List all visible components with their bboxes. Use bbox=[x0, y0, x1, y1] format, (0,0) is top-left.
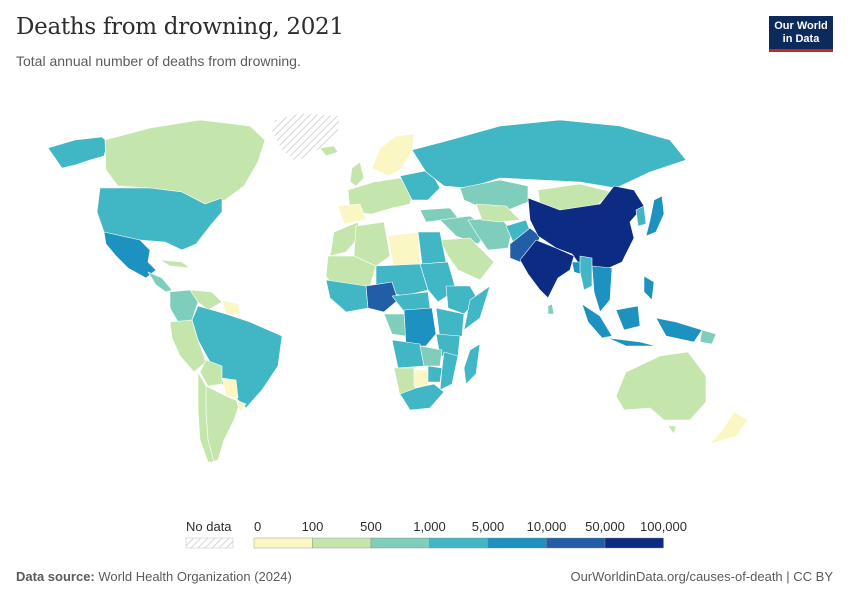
country-greenland[interactable] bbox=[271, 112, 341, 163]
legend-tick-label-1: 100 bbox=[302, 519, 324, 534]
country-guianas[interactable] bbox=[221, 299, 241, 315]
country-iberia[interactable] bbox=[337, 203, 367, 225]
legend-bins bbox=[253, 537, 664, 549]
country-indonesia-east[interactable] bbox=[655, 317, 703, 343]
logo-line-1: Our World bbox=[774, 20, 828, 32]
country-japan[interactable] bbox=[645, 195, 665, 237]
chart-title: Deaths from drowning, 2021 bbox=[16, 14, 344, 40]
data-source-label: Data source: bbox=[16, 569, 95, 584]
legend-tick-label-0: 0 bbox=[254, 519, 261, 534]
country-indonesia-borneo[interactable] bbox=[615, 305, 641, 331]
country-peru[interactable] bbox=[169, 319, 207, 373]
country-west-africa[interactable] bbox=[325, 279, 369, 313]
legend-no-data-swatch bbox=[185, 537, 234, 549]
legend-tick-label-5: 10,000 bbox=[527, 519, 567, 534]
logo-line-2: in Data bbox=[782, 33, 820, 45]
country-philippines[interactable] bbox=[643, 275, 655, 301]
country-java[interactable] bbox=[607, 337, 657, 347]
country-gabon-congo[interactable] bbox=[383, 313, 407, 337]
legend-bin-4[interactable] bbox=[487, 537, 547, 549]
country-canada[interactable] bbox=[104, 119, 266, 205]
legend-bin-6[interactable] bbox=[604, 537, 664, 549]
legend-tick-label-3: 1,000 bbox=[413, 519, 446, 534]
country-australia[interactable] bbox=[615, 351, 707, 421]
country-bangladesh[interactable] bbox=[571, 261, 583, 275]
data-source-text[interactable]: World Health Organization (2024) bbox=[98, 569, 292, 584]
legend-bin-5[interactable] bbox=[546, 537, 606, 549]
color-legend: No data 0 100 500 1,000 5,000 10,000 50,000 100… bbox=[185, 519, 687, 549]
country-bolivia[interactable] bbox=[199, 359, 223, 387]
country-chile[interactable] bbox=[197, 371, 215, 463]
country-papua-new-guinea[interactable] bbox=[699, 329, 717, 345]
country-indonesia-west[interactable] bbox=[581, 303, 613, 339]
country-china[interactable] bbox=[527, 185, 645, 273]
country-kazakhstan[interactable] bbox=[459, 179, 529, 211]
country-sri-lanka[interactable] bbox=[547, 303, 555, 315]
legend-bin-0[interactable] bbox=[253, 537, 313, 549]
country-central-america[interactable] bbox=[147, 271, 173, 293]
country-saudi-arabia[interactable] bbox=[439, 237, 495, 281]
world-map[interactable] bbox=[0, 100, 850, 500]
country-tasmania[interactable] bbox=[667, 425, 677, 435]
country-zambia[interactable] bbox=[419, 345, 443, 367]
country-madagascar[interactable] bbox=[463, 343, 481, 385]
country-uruguay[interactable] bbox=[235, 399, 247, 413]
country-zimbabwe[interactable] bbox=[427, 365, 443, 383]
country-venezuela[interactable] bbox=[189, 289, 223, 311]
country-korea[interactable] bbox=[635, 205, 647, 227]
country-uk[interactable] bbox=[349, 161, 365, 187]
country-east-africa[interactable] bbox=[435, 307, 465, 341]
country-india[interactable] bbox=[519, 239, 575, 299]
country-central-asia[interactable] bbox=[475, 203, 521, 223]
country-somalia[interactable] bbox=[463, 285, 491, 331]
country-nigeria[interactable] bbox=[365, 281, 399, 313]
chart-subtitle: Total annual number of deaths from drown… bbox=[16, 53, 301, 69]
country-new-zealand[interactable] bbox=[709, 411, 749, 445]
country-mozambique[interactable] bbox=[439, 351, 459, 391]
country-drc[interactable] bbox=[403, 307, 437, 347]
country-iceland[interactable] bbox=[319, 145, 339, 157]
country-paraguay[interactable] bbox=[221, 377, 239, 399]
legend-bin-1[interactable] bbox=[312, 537, 372, 549]
legend-bin-3[interactable] bbox=[429, 537, 489, 549]
legend-tick-label-4: 5,000 bbox=[472, 519, 505, 534]
country-russia[interactable] bbox=[411, 119, 687, 189]
data-source: Data source: World Health Organization (… bbox=[16, 569, 292, 584]
country-angola[interactable] bbox=[391, 339, 425, 369]
owid-logo[interactable]: Our World in Data bbox=[769, 16, 833, 52]
footer-credit[interactable]: OurWorldinData.org/causes-of-death | CC … bbox=[570, 569, 833, 584]
legend-no-data-label: No data bbox=[186, 519, 232, 534]
legend-bin-2[interactable] bbox=[370, 537, 430, 549]
country-morocco[interactable] bbox=[329, 221, 361, 257]
country-algeria[interactable] bbox=[353, 221, 391, 267]
country-indochina[interactable] bbox=[591, 265, 613, 313]
legend-tick-label-6: 50,000 bbox=[585, 519, 625, 534]
country-myanmar[interactable] bbox=[579, 255, 593, 291]
country-south-africa[interactable] bbox=[399, 383, 445, 411]
country-scandinavia[interactable] bbox=[371, 133, 415, 177]
legend-tick-label-2: 500 bbox=[360, 519, 382, 534]
country-alaska[interactable] bbox=[47, 136, 109, 169]
legend-ticks: 0 100 500 1,000 5,000 10,000 50,000 100,000 bbox=[254, 519, 687, 534]
country-eastern-europe[interactable] bbox=[399, 169, 441, 201]
country-cuba[interactable] bbox=[159, 259, 191, 269]
country-egypt[interactable] bbox=[417, 231, 447, 265]
legend-tick-label-7: 100,000 bbox=[640, 519, 687, 534]
